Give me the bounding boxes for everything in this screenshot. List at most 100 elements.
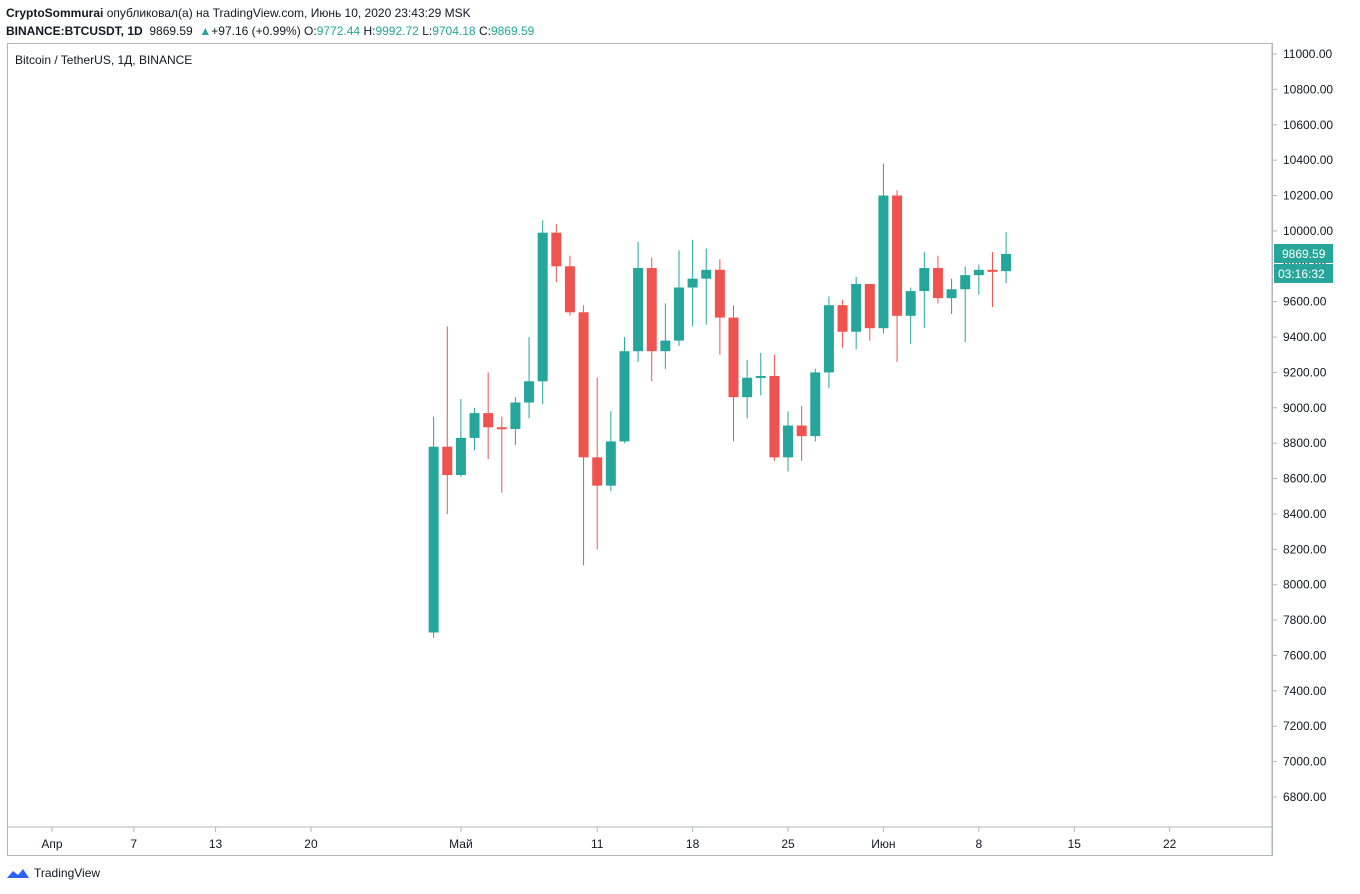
price-tick-label: 10800.00	[1283, 82, 1333, 96]
price-tick-label: 10400.00	[1283, 153, 1333, 167]
chart-legend: Bitcoin / TetherUS, 1Д, BINANCE	[15, 53, 193, 67]
price-change: +97.16 (+0.99%)	[211, 24, 301, 38]
candle-body[interactable]	[823, 305, 834, 373]
time-tick-label: 18	[686, 837, 700, 851]
chart-header: CryptoSommurai опубликовал(а) на Trading…	[6, 4, 534, 40]
candle-body[interactable]	[537, 232, 548, 382]
time-tick-label: 11	[591, 837, 604, 851]
candle-body[interactable]	[633, 268, 644, 352]
price-tick-label: 9600.00	[1283, 295, 1327, 309]
high-value: 9992.72	[375, 24, 419, 38]
price-tick-label: 10600.00	[1283, 118, 1333, 132]
price-tick-label: 7000.00	[1283, 755, 1327, 769]
time-tick-label: Июн	[871, 837, 895, 851]
candle-body[interactable]	[428, 446, 439, 633]
time-tick-label: 22	[1163, 837, 1177, 851]
last-price-label: 9869.59	[1282, 247, 1326, 261]
candle-body[interactable]	[1001, 253, 1012, 272]
candle-body[interactable]	[851, 283, 862, 332]
price-tick-label: 7400.00	[1283, 684, 1327, 698]
candle-body[interactable]	[946, 289, 957, 299]
publish-line: CryptoSommurai опубликовал(а) на Trading…	[6, 4, 534, 22]
candle-body[interactable]	[987, 269, 998, 272]
candle-body[interactable]	[810, 372, 821, 437]
low-value: 9704.18	[432, 24, 476, 38]
price-tick-label: 8400.00	[1283, 507, 1327, 521]
time-tick-label: Май	[449, 837, 473, 851]
author-name[interactable]: CryptoSommurai	[6, 6, 104, 20]
candle-body[interactable]	[605, 441, 616, 486]
price-tick-label: 9400.00	[1283, 330, 1327, 344]
close-value: 9869.59	[490, 24, 535, 38]
price-tick-label: 7800.00	[1283, 613, 1327, 627]
candle-body[interactable]	[455, 437, 466, 476]
close-label: C:	[478, 24, 491, 38]
candle-body[interactable]	[932, 268, 943, 299]
low-label: L:	[422, 24, 433, 38]
open-label: O:	[304, 24, 317, 38]
price-tick-label: 8000.00	[1283, 578, 1327, 592]
footer-brand[interactable]: TradingView	[34, 866, 101, 880]
candle-body[interactable]	[578, 312, 589, 458]
time-tick-label: 7	[130, 837, 137, 851]
time-tick-label: 25	[781, 837, 795, 851]
candle-body[interactable]	[973, 269, 984, 276]
high-label: H:	[363, 24, 376, 38]
last-price: 9869.59	[149, 24, 193, 38]
candle-body[interactable]	[714, 269, 725, 318]
candle-body[interactable]	[701, 269, 712, 279]
candle-body[interactable]	[673, 287, 684, 341]
candle-body[interactable]	[728, 317, 739, 398]
last-price-badge	[1274, 243, 1333, 263]
time-tick-label: 15	[1068, 837, 1082, 851]
candle-body[interactable]	[919, 268, 930, 292]
candle-body[interactable]	[837, 305, 848, 332]
candle-body[interactable]	[442, 446, 453, 476]
time-tick-label: 20	[304, 837, 318, 851]
candle-body[interactable]	[742, 377, 753, 398]
candle-body[interactable]	[878, 195, 889, 329]
candle-body[interactable]	[769, 375, 780, 458]
price-tick-label: 6800.00	[1283, 790, 1327, 804]
candle-body[interactable]	[496, 427, 507, 430]
tradingview-logo-icon	[7, 869, 29, 878]
footer: TradingView	[6, 866, 100, 880]
price-tick-label: 10200.00	[1283, 189, 1333, 203]
open-value: 9772.44	[316, 24, 361, 38]
price-tick-label: 8800.00	[1283, 436, 1327, 450]
up-arrow-icon: ▲	[199, 24, 212, 38]
candle-body[interactable]	[564, 266, 575, 313]
candle-body[interactable]	[619, 351, 630, 442]
candle-body[interactable]	[551, 232, 562, 267]
candle-body[interactable]	[783, 425, 794, 458]
price-tick-label: 7600.00	[1283, 648, 1327, 662]
candle-body[interactable]	[687, 278, 698, 288]
candle-body[interactable]	[660, 340, 671, 352]
published-text: опубликовал(а) на TradingView.com, Июнь …	[106, 6, 471, 20]
price-tick-label: 8200.00	[1283, 542, 1327, 556]
price-tick-label: 10000.00	[1283, 224, 1333, 238]
countdown-badge	[1274, 263, 1333, 283]
candle-body[interactable]	[469, 413, 480, 438]
price-tick-label: 9200.00	[1283, 365, 1327, 379]
time-tick-label: 8	[975, 837, 982, 851]
candle-body[interactable]	[592, 457, 603, 486]
candle-body[interactable]	[864, 283, 875, 329]
candle-body[interactable]	[646, 268, 657, 352]
candle-body[interactable]	[892, 195, 903, 316]
candle-body[interactable]	[483, 413, 494, 428]
candle-body[interactable]	[796, 425, 807, 437]
price-tick-label: 7200.00	[1283, 719, 1327, 733]
candle-body[interactable]	[905, 291, 916, 316]
countdown-label: 03:16:32	[1278, 267, 1325, 281]
candle-body[interactable]	[510, 402, 521, 430]
candle-body[interactable]	[755, 375, 766, 378]
price-tick-label: 8600.00	[1283, 472, 1327, 486]
time-tick-label: Апр	[41, 837, 63, 851]
candle-body[interactable]	[960, 275, 971, 290]
candle-body[interactable]	[524, 381, 535, 403]
ohlc-line: BINANCE:BTCUSDT, 1D 9869.59 ▲+97.16 (+0.…	[6, 22, 534, 40]
symbol-label: BINANCE:BTCUSDT, 1D	[6, 24, 143, 38]
price-tick-label: 9000.00	[1283, 401, 1327, 415]
